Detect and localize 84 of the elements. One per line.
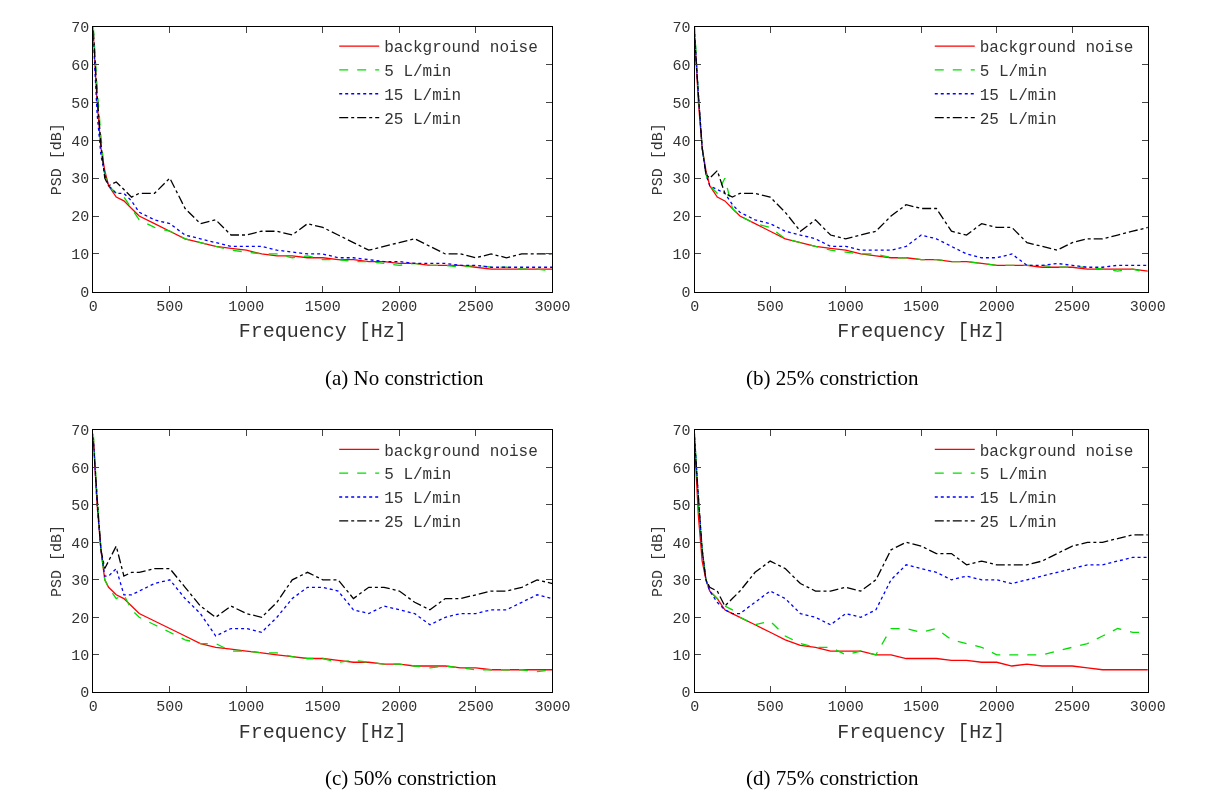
y-tick-label: 50 [71,498,90,516]
x-tick-label: 3000 [534,699,571,717]
legend-label: 15 L/min [384,490,462,509]
x-tick-label: 3000 [1129,298,1166,316]
x-tick-label: 1500 [903,298,940,316]
x-tick-label: 500 [156,699,184,717]
y-tick-label: 30 [71,171,90,189]
y-tick-label: 60 [71,460,90,478]
legend-label: background noise [384,39,538,58]
x-tick-label: 1500 [903,699,940,717]
y-tick-label: 60 [672,460,691,478]
y-tick-label: 30 [672,171,691,189]
y-tick-label: 30 [672,573,691,591]
x-axis-title: Frequency [Hz] [837,720,1006,744]
legend-label: 25 L/min [384,110,462,129]
legend-label: 15 L/min [384,86,462,105]
y-tick-label: 10 [71,247,90,265]
legend-label: 5 L/min [384,466,452,485]
y-tick-label: 40 [672,133,691,151]
x-tick-label: 500 [756,298,784,316]
y-tick-label: 20 [71,209,90,227]
x-tick-label: 500 [156,298,184,316]
text: (a) No constriction [325,366,485,390]
x-tick-label: 2500 [457,298,494,316]
text: (d) 75% constriction [746,766,920,790]
y-tick-label: 0 [681,285,691,303]
legend-label: 15 L/min [979,490,1057,509]
y-tick-label: 20 [672,610,691,628]
x-tick-label: 2500 [1054,298,1091,316]
y-tick-label: 40 [71,535,90,553]
y-tick-label: 10 [672,648,691,666]
y-tick-label: 40 [672,535,691,553]
y-tick-label: 70 [672,423,691,441]
y-tick-label: 60 [71,57,90,75]
y-tick-label: 20 [672,209,691,227]
x-tick-label: 1500 [304,699,341,717]
y-tick-label: 60 [672,57,691,75]
x-tick-label: 1000 [827,298,864,316]
y-tick-label: 20 [71,610,90,628]
x-tick-label: 1500 [304,298,341,316]
legend-label: background noise [979,442,1134,461]
y-tick-label: 50 [672,498,691,516]
x-tick-label: 2500 [457,699,494,717]
legend-label: 15 L/min [979,86,1057,105]
text: (c) 50% constriction [325,766,497,790]
x-tick-label: 3000 [534,298,571,316]
y-tick-label: 70 [71,19,90,37]
legend-label: background noise [979,39,1134,58]
y-axis-title: PSD [dB] [649,525,667,598]
x-tick-label: 1000 [827,699,864,717]
y-tick-label: 50 [672,95,691,113]
x-tick-label: 2000 [978,699,1015,717]
y-tick-label: 50 [71,95,90,113]
x-axis-title: Frequency [Hz] [238,720,407,744]
legend-label: background noise [384,442,538,461]
y-axis-title: PSD [dB] [48,525,66,598]
legend-label: 25 L/min [979,110,1057,129]
x-axis-title: Frequency [Hz] [837,320,1006,344]
y-axis-title: PSD [dB] [649,123,667,196]
legend-label: 5 L/min [979,466,1047,485]
legend-label: 25 L/min [384,514,462,533]
legend-label: 5 L/min [384,63,452,82]
text: (b) 25% constriction [746,366,920,390]
y-tick-label: 0 [80,285,90,303]
legend-label: 5 L/min [979,63,1047,82]
x-tick-label: 500 [756,699,784,717]
y-tick-label: 0 [80,685,90,703]
x-tick-label: 3000 [1129,699,1166,717]
x-tick-label: 2000 [978,298,1015,316]
y-tick-label: 70 [672,19,691,37]
x-tick-label: 1000 [228,699,265,717]
legend-label: 25 L/min [979,514,1057,533]
y-axis-title: PSD [dB] [48,123,66,196]
y-tick-label: 10 [672,247,691,265]
y-tick-label: 0 [681,685,691,703]
y-tick-label: 40 [71,133,90,151]
y-tick-label: 30 [71,573,90,591]
y-tick-label: 70 [71,423,90,441]
x-axis-title: Frequency [Hz] [238,320,407,344]
x-tick-label: 2500 [1054,699,1091,717]
x-tick-label: 2000 [381,298,418,316]
x-tick-label: 1000 [228,298,265,316]
x-tick-label: 2000 [381,699,418,717]
y-tick-label: 10 [71,648,90,666]
